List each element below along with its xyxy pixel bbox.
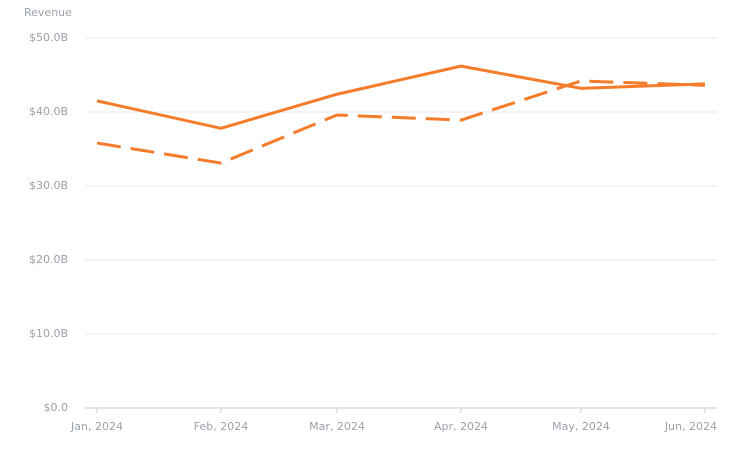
- y-tick-label: $50.0B: [29, 31, 68, 44]
- x-tick-label: May, 2024: [552, 420, 610, 433]
- x-tick-label: Jan, 2024: [70, 420, 123, 433]
- x-tick-label: Mar, 2024: [309, 420, 365, 433]
- x-tick-label: Apr, 2024: [434, 420, 488, 433]
- series-line: [96, 64, 706, 130]
- y-tick-label: $20.0B: [29, 253, 68, 266]
- x-tick-label: Jun, 2024: [664, 420, 717, 433]
- y-tick-label: $40.0B: [29, 105, 68, 118]
- y-axis-label: Revenue: [24, 6, 72, 19]
- y-tick-label: $10.0B: [29, 327, 68, 340]
- series-line: [96, 79, 706, 165]
- y-tick-label: $0.0: [44, 401, 69, 414]
- x-tick-label: Feb, 2024: [194, 420, 248, 433]
- y-tick-label: $30.0B: [29, 179, 68, 192]
